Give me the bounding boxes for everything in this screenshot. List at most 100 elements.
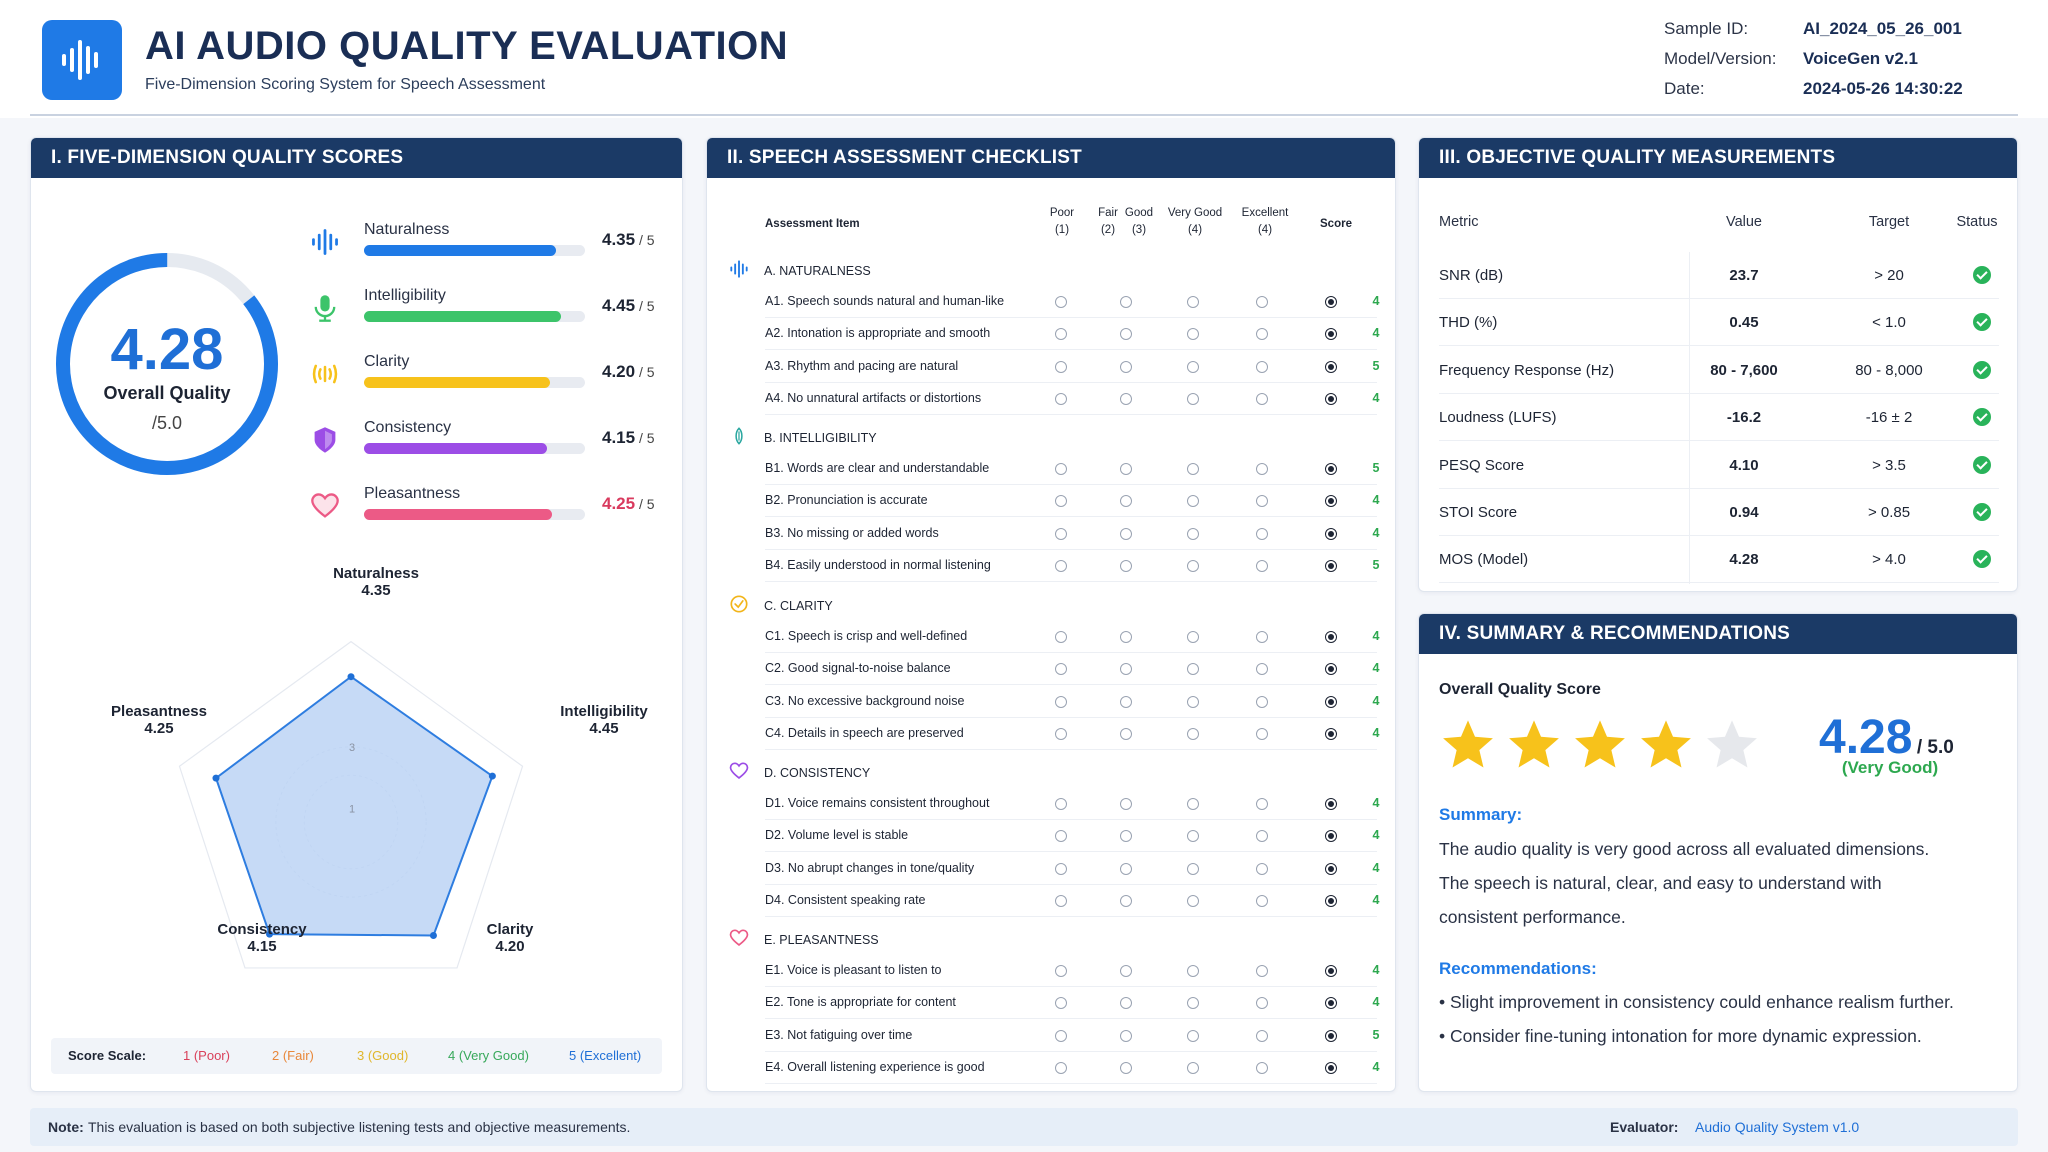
radio-good[interactable]	[1187, 392, 1199, 405]
radio-poor[interactable]	[1055, 495, 1067, 508]
radio-poor[interactable]	[1055, 663, 1067, 676]
radio-fair[interactable]	[1120, 830, 1132, 843]
radio-very-good[interactable]	[1256, 862, 1268, 875]
radio-good[interactable]	[1187, 997, 1199, 1010]
radio-excellent[interactable]	[1325, 830, 1337, 843]
radio-very-good[interactable]	[1256, 727, 1268, 740]
radio-excellent[interactable]	[1325, 527, 1337, 540]
radio-excellent[interactable]	[1325, 360, 1337, 373]
radio-very-good[interactable]	[1256, 997, 1268, 1010]
radio-fair[interactable]	[1120, 894, 1132, 907]
radio-fair[interactable]	[1120, 328, 1132, 341]
radio-very-good[interactable]	[1256, 830, 1268, 843]
radio-poor[interactable]	[1055, 559, 1067, 572]
radio-poor[interactable]	[1055, 894, 1067, 907]
radio-poor[interactable]	[1055, 862, 1067, 875]
radio-poor[interactable]	[1055, 727, 1067, 740]
radio-fair[interactable]	[1120, 631, 1132, 643]
radio-good[interactable]	[1187, 495, 1199, 508]
radio-poor[interactable]	[1055, 1061, 1067, 1074]
radio-excellent[interactable]	[1325, 727, 1337, 740]
radio-poor[interactable]	[1055, 798, 1067, 810]
radio-good[interactable]	[1187, 1029, 1199, 1042]
radio-poor[interactable]	[1055, 695, 1067, 708]
radio-very-good[interactable]	[1256, 296, 1268, 308]
radio-good[interactable]	[1187, 559, 1199, 572]
radio-very-good[interactable]	[1256, 463, 1268, 475]
radio-excellent[interactable]	[1325, 495, 1337, 508]
radio-fair[interactable]	[1120, 463, 1132, 475]
radio-good[interactable]	[1187, 1061, 1199, 1074]
radio-very-good[interactable]	[1256, 495, 1268, 508]
radio-fair[interactable]	[1120, 1029, 1132, 1042]
radio-excellent[interactable]	[1325, 862, 1337, 875]
radio-good[interactable]	[1187, 798, 1199, 810]
radio-good[interactable]	[1187, 727, 1199, 740]
radio-poor[interactable]	[1055, 392, 1067, 405]
radio-very-good[interactable]	[1256, 1061, 1268, 1074]
radio-poor[interactable]	[1055, 527, 1067, 540]
radio-poor[interactable]	[1055, 296, 1067, 308]
radio-excellent[interactable]	[1325, 798, 1337, 810]
radio-fair[interactable]	[1120, 1061, 1132, 1074]
radio-good[interactable]	[1187, 894, 1199, 907]
radio-good[interactable]	[1187, 830, 1199, 843]
radio-poor[interactable]	[1055, 328, 1067, 341]
radio-fair[interactable]	[1120, 392, 1132, 405]
radio-fair[interactable]	[1120, 527, 1132, 540]
radio-very-good[interactable]	[1256, 527, 1268, 540]
radio-good[interactable]	[1187, 862, 1199, 875]
radio-very-good[interactable]	[1256, 695, 1268, 708]
radio-very-good[interactable]	[1256, 894, 1268, 907]
radio-good[interactable]	[1187, 463, 1199, 475]
radio-poor[interactable]	[1055, 1029, 1067, 1042]
radio-good[interactable]	[1187, 663, 1199, 676]
radio-good[interactable]	[1187, 965, 1199, 977]
radio-fair[interactable]	[1120, 798, 1132, 810]
radio-fair[interactable]	[1120, 360, 1132, 373]
radio-fair[interactable]	[1120, 495, 1132, 508]
radio-good[interactable]	[1187, 631, 1199, 643]
radio-fair[interactable]	[1120, 695, 1132, 708]
radio-excellent[interactable]	[1325, 296, 1337, 308]
radio-good[interactable]	[1187, 328, 1199, 341]
radio-excellent[interactable]	[1325, 663, 1337, 676]
radio-good[interactable]	[1187, 296, 1199, 308]
radio-poor[interactable]	[1055, 997, 1067, 1010]
radio-excellent[interactable]	[1325, 463, 1337, 475]
radio-excellent[interactable]	[1325, 997, 1337, 1010]
radio-good[interactable]	[1187, 360, 1199, 373]
radio-fair[interactable]	[1120, 559, 1132, 572]
radio-fair[interactable]	[1120, 862, 1132, 875]
radio-good[interactable]	[1187, 527, 1199, 540]
radio-very-good[interactable]	[1256, 559, 1268, 572]
radio-excellent[interactable]	[1325, 631, 1337, 643]
radio-very-good[interactable]	[1256, 965, 1268, 977]
radio-excellent[interactable]	[1325, 695, 1337, 708]
radio-very-good[interactable]	[1256, 798, 1268, 810]
radio-excellent[interactable]	[1325, 1061, 1337, 1074]
radio-excellent[interactable]	[1325, 328, 1337, 341]
radio-very-good[interactable]	[1256, 663, 1268, 676]
radio-very-good[interactable]	[1256, 360, 1268, 373]
radio-fair[interactable]	[1120, 296, 1132, 308]
radio-poor[interactable]	[1055, 463, 1067, 475]
radio-poor[interactable]	[1055, 360, 1067, 373]
radio-excellent[interactable]	[1325, 1029, 1337, 1042]
radio-fair[interactable]	[1120, 965, 1132, 977]
radio-poor[interactable]	[1055, 631, 1067, 643]
radio-fair[interactable]	[1120, 727, 1132, 740]
radio-poor[interactable]	[1055, 965, 1067, 977]
radio-excellent[interactable]	[1325, 894, 1337, 907]
radio-very-good[interactable]	[1256, 631, 1268, 643]
radio-very-good[interactable]	[1256, 1029, 1268, 1042]
radio-fair[interactable]	[1120, 663, 1132, 676]
radio-very-good[interactable]	[1256, 328, 1268, 341]
radio-fair[interactable]	[1120, 997, 1132, 1010]
radio-poor[interactable]	[1055, 830, 1067, 843]
radio-excellent[interactable]	[1325, 392, 1337, 405]
radio-excellent[interactable]	[1325, 965, 1337, 977]
radio-very-good[interactable]	[1256, 392, 1268, 405]
radio-excellent[interactable]	[1325, 559, 1337, 572]
radio-good[interactable]	[1187, 695, 1199, 708]
